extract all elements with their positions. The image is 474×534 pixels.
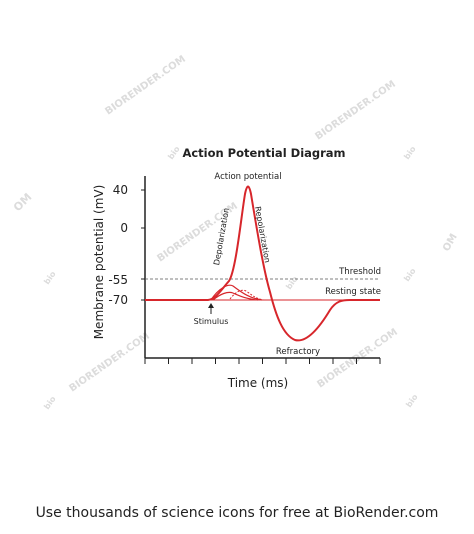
x-axis-label: Time (ms) bbox=[227, 376, 289, 390]
failed-initiation-curve bbox=[210, 284, 263, 301]
y-tick-label: -70 bbox=[108, 293, 128, 307]
y-tick-label: 0 bbox=[120, 221, 128, 235]
failed-initiation-curve bbox=[229, 289, 265, 301]
watermark-small: bio bbox=[166, 144, 182, 161]
stimulus-label: Stimulus bbox=[194, 317, 229, 326]
watermark-small: bio bbox=[284, 274, 300, 291]
refractory-label: Refractory bbox=[276, 347, 320, 357]
watermark-text: BIORENDER.COM bbox=[103, 54, 187, 118]
watermark-text: BIORENDER.COM bbox=[313, 79, 397, 143]
failed-initiation-curve bbox=[212, 291, 259, 301]
footer-text: Use thousands of science icons for free … bbox=[35, 505, 439, 521]
watermark-fragment: OM bbox=[11, 191, 35, 215]
watermark-small: bio bbox=[42, 394, 58, 411]
threshold-label: Threshold bbox=[338, 267, 381, 277]
y-axis-label: Membrane potential (mV) bbox=[92, 185, 106, 340]
action-potential-curve bbox=[145, 185, 380, 342]
watermark-fragment: OM bbox=[441, 232, 460, 254]
watermark-text: BIORENDER.COM bbox=[67, 331, 151, 395]
y-tick-label: 40 bbox=[113, 183, 128, 197]
repolarization-label: Repolarization bbox=[253, 206, 272, 264]
watermark-small: bio bbox=[42, 269, 58, 286]
x-axis-ticks bbox=[144, 358, 381, 364]
stimulus-arrow-head bbox=[208, 303, 214, 308]
watermark-small: bio bbox=[404, 392, 420, 409]
y-tick-label: -55 bbox=[108, 273, 128, 287]
watermark-small: bio bbox=[402, 144, 418, 161]
resting-state-label: Resting state bbox=[325, 287, 381, 297]
watermark-small: bio bbox=[402, 266, 418, 283]
action-potential-label: Action potential bbox=[214, 172, 281, 182]
chart-title: Action Potential Diagram bbox=[182, 146, 345, 160]
